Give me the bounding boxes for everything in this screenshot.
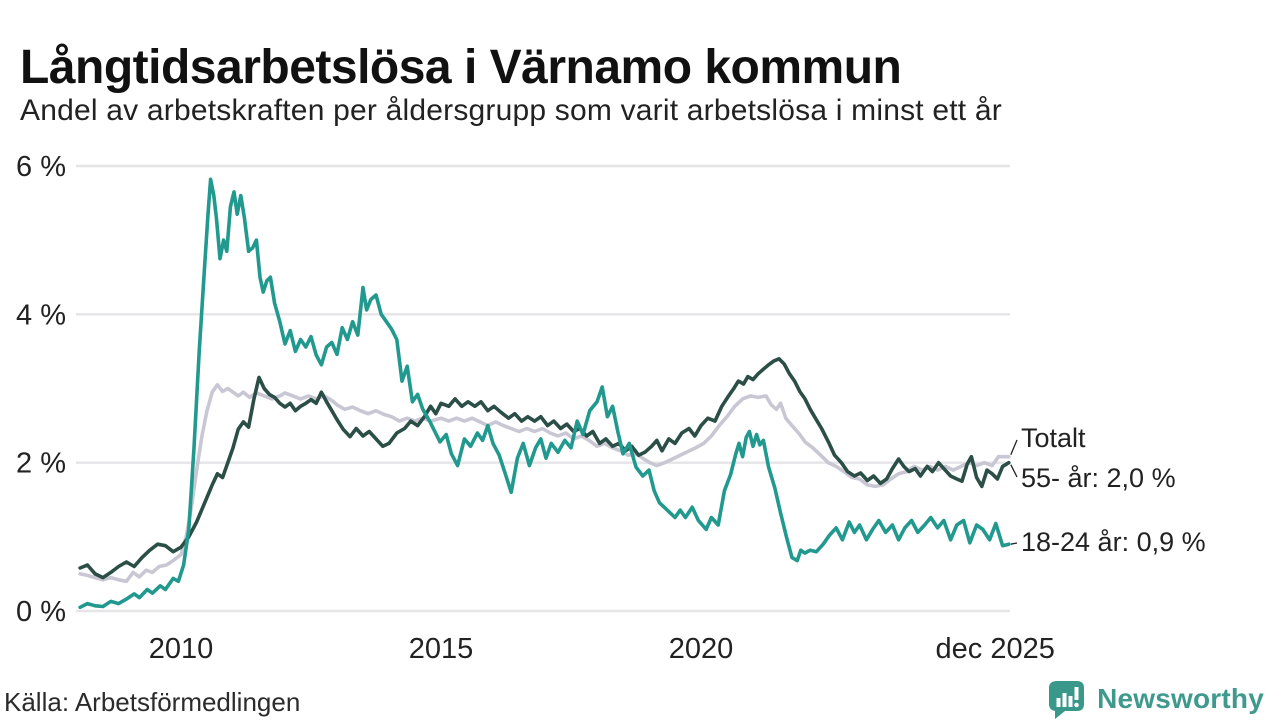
series-end-label-18-24-r: 18-24 år: 0,9 % <box>1021 527 1206 557</box>
chart-subtitle: Andel av arbetskraften per åldersgrupp s… <box>20 94 1002 127</box>
x-axis-tick-label: 2015 <box>409 633 474 665</box>
x-axis-tick-label: dec 2025 <box>936 633 1055 665</box>
y-axis-tick-label: 4 % <box>16 299 66 331</box>
newsworthy-logo-text: Newsworthy <box>1097 683 1264 714</box>
series-label-connector <box>1010 439 1018 455</box>
y-axis-tick-label: 2 % <box>16 448 66 480</box>
series-label-connector <box>1010 542 1018 545</box>
page-title: Långtidsarbetslösa i Värnamo kommun <box>20 41 902 95</box>
newsworthy-logo-icon <box>1049 681 1085 719</box>
series-line-totalt <box>78 382 1011 584</box>
y-axis-tick-label: 6 % <box>16 151 66 183</box>
newsworthy-logo: Newsworthy <box>1046 679 1264 719</box>
series-line-55-r <box>78 356 1011 580</box>
series-line-18-24-r <box>78 177 1011 610</box>
series-end-label-55-r: 55- år: 2,0 % <box>1021 463 1176 493</box>
x-axis-tick-label: 2010 <box>149 633 214 665</box>
source-note: Källa: Arbetsförmedlingen <box>4 687 301 717</box>
series-end-label-totalt: Totalt <box>1021 423 1086 453</box>
series-label-connector <box>1010 464 1018 478</box>
y-axis-tick-label: 0 % <box>16 596 66 628</box>
x-axis-tick-label: 2020 <box>669 633 734 665</box>
